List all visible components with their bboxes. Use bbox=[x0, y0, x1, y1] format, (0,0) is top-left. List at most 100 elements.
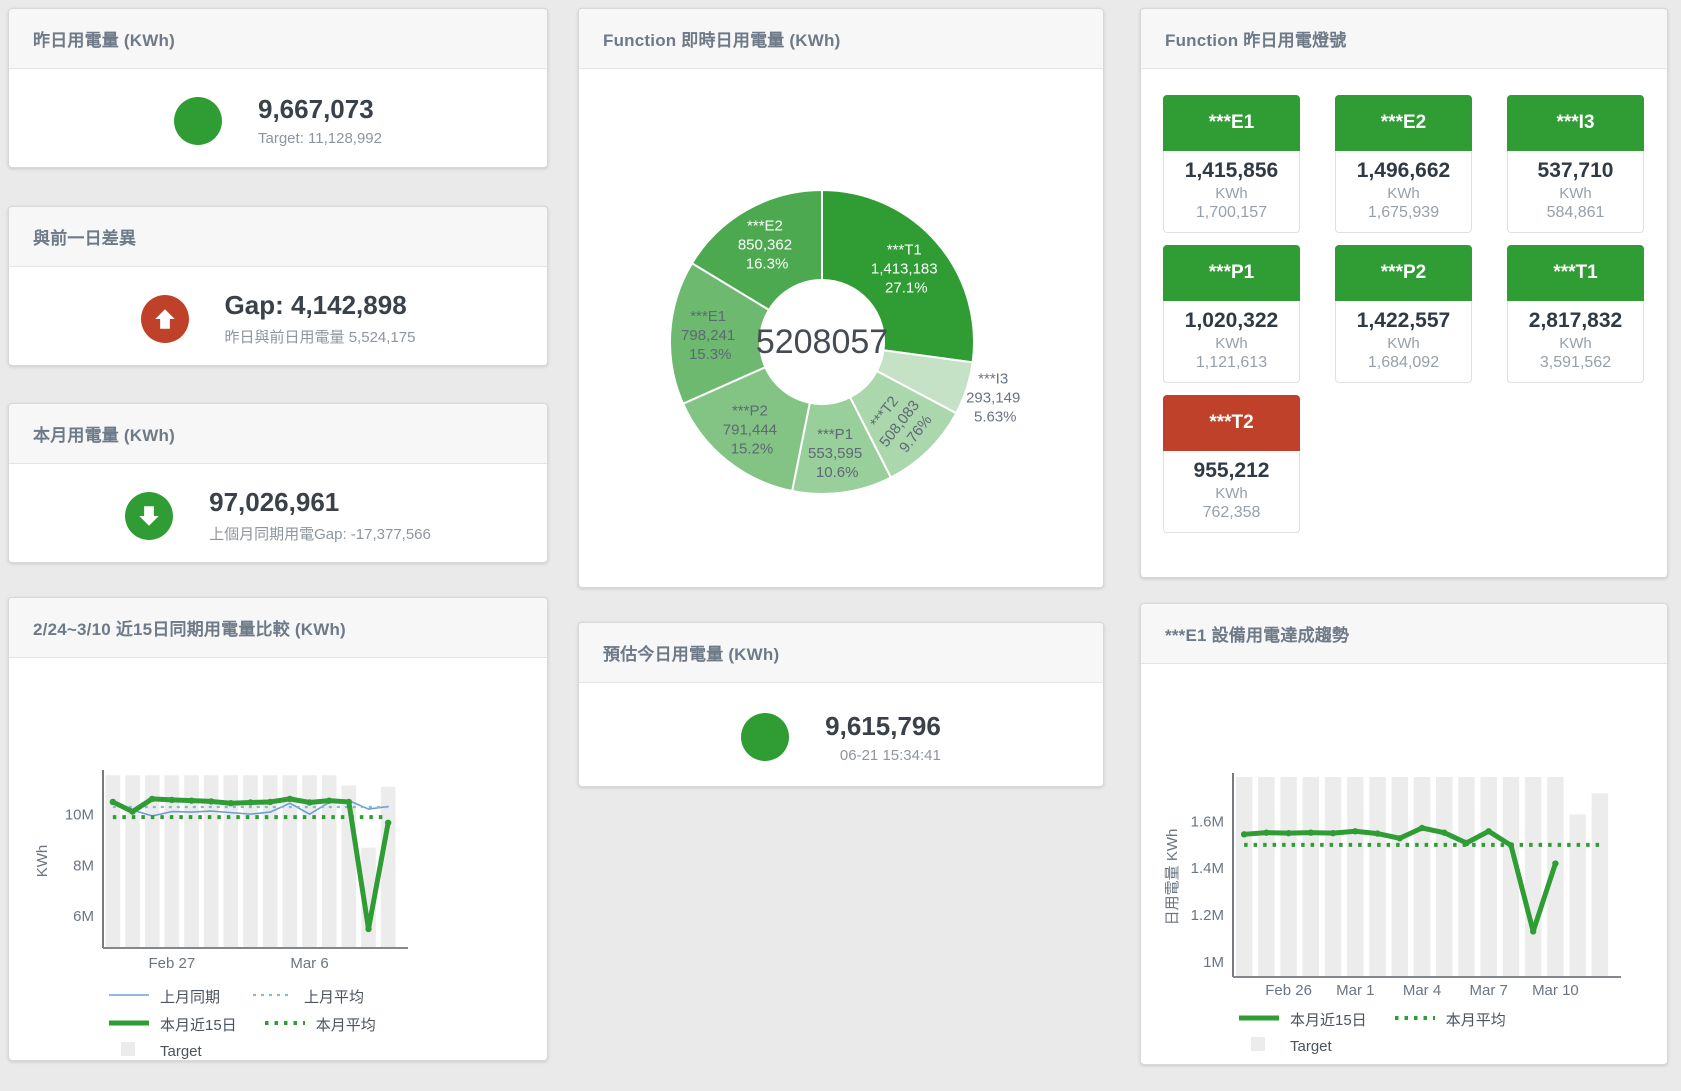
tile-name: ***T2 bbox=[1163, 395, 1300, 451]
card-gap-previous-day: 與前一日差異 Gap: 4,142,898 昨日與前日用電量 5,524,175 bbox=[8, 206, 548, 366]
tile-name: ***E2 bbox=[1335, 95, 1472, 151]
tile-target-value: 762,358 bbox=[1202, 504, 1261, 521]
legend-item: 本月近15日 bbox=[1237, 1009, 1367, 1030]
light-tile: ***P2 1,422,557 KWh 1,684,092 bbox=[1335, 245, 1472, 383]
legend-swatch-icon bbox=[107, 988, 151, 1006]
legend-item: 上月同期 bbox=[107, 986, 225, 1007]
light-tile: ***E2 1,496,662 KWh 1,675,939 bbox=[1335, 95, 1472, 233]
card-yesterday-status-lights: Function 昨日用電燈號 ***E1 1,415,856 KWh 1,70… bbox=[1140, 8, 1668, 578]
tile-value: 1,020,322 bbox=[1184, 309, 1279, 332]
light-tile: ***E1 1,415,856 KWh 1,700,157 bbox=[1163, 95, 1300, 233]
kpi-value: 9,667,073 bbox=[258, 94, 374, 124]
e1-trend-line-chart: 1M 1.2M 1.4M 1.6M 日用電量 KWh Feb 26 Mar 1 Mar 4 Ma… bbox=[1164, 773, 1621, 999]
tile-value: 1,415,856 bbox=[1184, 159, 1279, 182]
compare-chart-legend: 上月同期 上月平均 本月近15日 本月平均 Target bbox=[107, 986, 381, 1060]
arrow-up-icon bbox=[140, 294, 189, 343]
card-15day-compare-chart: 2/24~3/10 近15日同期用電量比較 (KWh) 6M 8M 10M KWh Fe… bbox=[8, 597, 548, 1061]
svg-text:1.4M: 1.4M bbox=[1191, 860, 1224, 877]
tile-value: 1,422,557 bbox=[1356, 309, 1451, 332]
tile-value: 955,212 bbox=[1193, 459, 1270, 482]
legend-swatch-icon bbox=[263, 1016, 307, 1034]
card-title: Function 昨日用電燈號 bbox=[1141, 9, 1667, 69]
tile-unit: KWh bbox=[1387, 335, 1420, 352]
svg-text:Mar 7: Mar 7 bbox=[1470, 982, 1508, 999]
legend-label: 上月同期 bbox=[160, 989, 221, 1006]
svg-text:Mar 1: Mar 1 bbox=[1336, 982, 1374, 999]
svg-text:Feb 26: Feb 26 bbox=[1265, 982, 1312, 999]
svg-text:KWh: KWh bbox=[34, 845, 51, 878]
legend-item: 上月平均 bbox=[251, 986, 369, 1007]
legend-item: Target bbox=[107, 1042, 225, 1060]
light-tile: ***P1 1,020,322 KWh 1,121,613 bbox=[1163, 245, 1300, 383]
legend-swatch-icon bbox=[1393, 1011, 1437, 1029]
tile-value: 2,817,832 bbox=[1528, 309, 1623, 332]
lights-grid: ***E1 1,415,856 KWh 1,700,157 ***E2 1,49… bbox=[1163, 95, 1644, 533]
legend-swatch-icon bbox=[251, 988, 295, 1006]
card-title: 昨日用電量 (KWh) bbox=[9, 9, 547, 69]
tile-name: ***P1 bbox=[1163, 245, 1300, 301]
svg-text:***P1 553,595: ***P1 553,595 10.6% bbox=[808, 426, 866, 481]
tile-unit: KWh bbox=[1215, 185, 1248, 202]
svg-text:***E1 798,241: ***E1 798,241 15.3% bbox=[681, 308, 739, 363]
tile-unit: KWh bbox=[1215, 485, 1248, 502]
kpi-value: Gap: 4,142,898 bbox=[224, 290, 407, 320]
legend-item: Target bbox=[1237, 1037, 1355, 1055]
svg-text:1M: 1M bbox=[1203, 954, 1224, 971]
tile-name: ***E1 bbox=[1163, 95, 1300, 151]
tile-unit: KWh bbox=[1215, 335, 1248, 352]
svg-text:Mar 6: Mar 6 bbox=[290, 955, 328, 972]
card-title: 與前一日差異 bbox=[9, 207, 547, 267]
legend-label: 本月近15日 bbox=[1290, 1012, 1367, 1029]
kpi-value: 9,615,796 bbox=[825, 710, 941, 741]
card-yesterday-usage: 昨日用電量 (KWh) 9,667,073 Target: 11,128,992 bbox=[8, 8, 548, 168]
kpi-subtitle: 上個月同期用電Gap: -17,377,566 bbox=[209, 526, 431, 543]
card-e1-trend-chart: ***E1 設備用電達成趨勢 1M 1.2M 1.4M 1.6M 日用電量 KWh Feb… bbox=[1140, 603, 1668, 1065]
compare-line-chart: 6M 8M 10M KWh Feb 27 Mar 6 bbox=[34, 770, 408, 972]
svg-text:6M: 6M bbox=[73, 908, 94, 925]
kpi-subtitle: 06-21 15:34:41 bbox=[839, 746, 941, 764]
svg-text:1.6M: 1.6M bbox=[1191, 813, 1224, 830]
card-realtime-donut: Function 即時日用電量 (KWh) ***T1 1,413,183 27… bbox=[578, 8, 1104, 588]
legend-swatch-icon bbox=[107, 1016, 151, 1034]
legend-item: 本月平均 bbox=[263, 1014, 381, 1035]
card-title: 本月用電量 (KWh) bbox=[9, 404, 547, 464]
status-circle-icon bbox=[174, 96, 222, 145]
function-usage-donut-chart: ***T1 1,413,183 27.1% ***I3 293,149 5.63… bbox=[669, 188, 1024, 495]
legend-swatch-icon bbox=[1237, 1037, 1281, 1055]
tile-target-value: 584,861 bbox=[1546, 204, 1605, 221]
svg-text:Mar 10: Mar 10 bbox=[1532, 982, 1579, 999]
legend-swatch-icon bbox=[1237, 1011, 1281, 1029]
e1-chart-legend: 本月近15日 本月平均 Target bbox=[1237, 1009, 1511, 1055]
tile-target-value: 1,121,613 bbox=[1195, 354, 1268, 371]
legend-item: 本月近15日 bbox=[107, 1014, 237, 1035]
legend-item: 本月平均 bbox=[1393, 1009, 1511, 1030]
tile-unit: KWh bbox=[1387, 185, 1420, 202]
svg-text:***E2 850,362: ***E2 850,362 16.3% bbox=[738, 217, 796, 272]
light-tile: ***I3 537,710 KWh 584,861 bbox=[1507, 95, 1644, 233]
card-title: ***E1 設備用電達成趨勢 bbox=[1141, 604, 1667, 664]
tile-target-value: 1,700,157 bbox=[1195, 204, 1268, 221]
legend-label: 上月平均 bbox=[304, 989, 365, 1006]
arrow-down-icon bbox=[125, 491, 174, 540]
tile-target-value: 1,684,092 bbox=[1367, 354, 1440, 371]
svg-text:***P2 791,444: ***P2 791,444 15.2% bbox=[723, 402, 781, 457]
tile-unit: KWh bbox=[1559, 185, 1592, 202]
svg-text:***I3 293,149: ***I3 293,149 5.63% bbox=[966, 371, 1024, 426]
kpi-subtitle: 昨日與前日用電量 5,524,175 bbox=[224, 329, 416, 346]
svg-text:***T1 1,413,183: ***T1 1,413,183 27.1% bbox=[871, 241, 942, 296]
card-title: Function 即時日用電量 (KWh) bbox=[579, 9, 1103, 69]
card-month-usage: 本月用電量 (KWh) 97,026,961 上個月同期用電Gap: -17,3… bbox=[8, 403, 548, 563]
status-circle-icon bbox=[741, 713, 790, 761]
svg-text:8M: 8M bbox=[73, 857, 94, 874]
legend-label: 本月平均 bbox=[1445, 1012, 1506, 1029]
legend-label: Target bbox=[1290, 1037, 1332, 1055]
card-title: 2/24~3/10 近15日同期用電量比較 (KWh) bbox=[9, 598, 547, 658]
svg-text:10M: 10M bbox=[65, 807, 94, 824]
tile-name: ***P2 bbox=[1335, 245, 1472, 301]
tile-value: 537,710 bbox=[1537, 159, 1614, 182]
kpi-value: 97,026,961 bbox=[209, 487, 340, 517]
legend-label: 本月平均 bbox=[315, 1017, 376, 1034]
svg-text:5208057: 5208057 bbox=[756, 323, 888, 361]
tile-name: ***I3 bbox=[1507, 95, 1644, 151]
tile-target-value: 1,675,939 bbox=[1367, 204, 1440, 221]
